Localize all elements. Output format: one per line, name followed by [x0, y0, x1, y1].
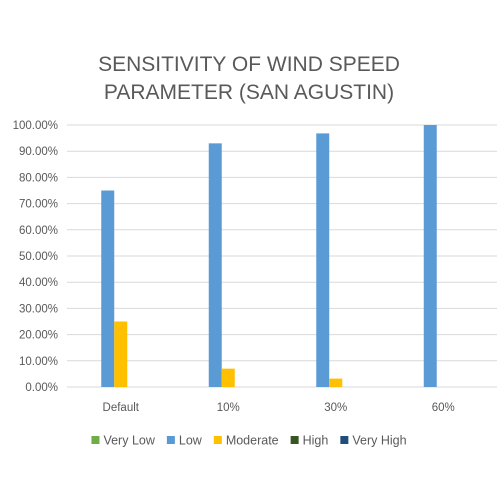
x-tick-label: 30%: [324, 402, 347, 414]
legend-label: Very Low: [103, 434, 155, 448]
legend-label: Low: [179, 434, 203, 448]
legend-swatch: [91, 436, 100, 444]
bar-moderate-2: [329, 378, 343, 387]
legend-label: Moderate: [226, 434, 279, 448]
legend-swatch: [213, 436, 222, 444]
y-tick-label: 20.00%: [19, 330, 58, 342]
legend-item-moderate: Moderate: [213, 434, 279, 448]
bars: [101, 125, 437, 387]
bar-low-3: [423, 125, 437, 387]
y-tick-label: 50.00%: [19, 251, 58, 263]
y-tick-label: 30.00%: [19, 303, 58, 315]
legend-item-high: High: [290, 434, 329, 448]
bar-moderate-0: [114, 321, 128, 387]
legend: Very Low Low Moderate High Very High: [91, 434, 407, 448]
y-axis-tick-labels: 0.00% 10.00% 20.00% 30.00% 40.00% 50.00% 60.00…: [13, 120, 58, 394]
y-tick-label: 100.00%: [13, 120, 58, 132]
chart-title-line-2: PARAMETER (SAN AGUSTIN): [104, 81, 394, 104]
x-axis-tick-labels: Default 10% 30% 60%: [103, 402, 455, 414]
y-tick-label: 0.00%: [25, 382, 58, 394]
legend-item-very-low: Very Low: [91, 434, 156, 448]
y-tick-label: 70.00%: [19, 199, 58, 211]
y-tick-label: 80.00%: [19, 172, 58, 184]
bar-low-0: [101, 190, 115, 387]
y-tick-label: 90.00%: [19, 146, 58, 158]
y-tick-label: 10.00%: [19, 356, 58, 368]
legend-swatch: [166, 436, 175, 444]
bar-moderate-1: [221, 368, 235, 387]
legend-label: High: [303, 434, 329, 448]
legend-swatch: [340, 436, 349, 444]
legend-item-very-high: Very High: [340, 434, 407, 448]
y-tick-label: 60.00%: [19, 225, 58, 237]
chart-title: SENSITIVITY OF WIND SPEED PARAMETER (SAN…: [98, 53, 400, 104]
bar-low-1: [208, 143, 222, 387]
legend-label: Very High: [352, 434, 406, 448]
legend-swatch: [290, 436, 299, 444]
bar-low-2: [316, 133, 330, 387]
x-tick-label: Default: [103, 402, 140, 414]
x-tick-label: 60%: [432, 402, 455, 414]
chart-title-line-1: SENSITIVITY OF WIND SPEED: [98, 53, 400, 76]
legend-item-low: Low: [166, 434, 203, 448]
x-tick-label: 10%: [217, 402, 240, 414]
y-tick-label: 40.00%: [19, 277, 58, 289]
